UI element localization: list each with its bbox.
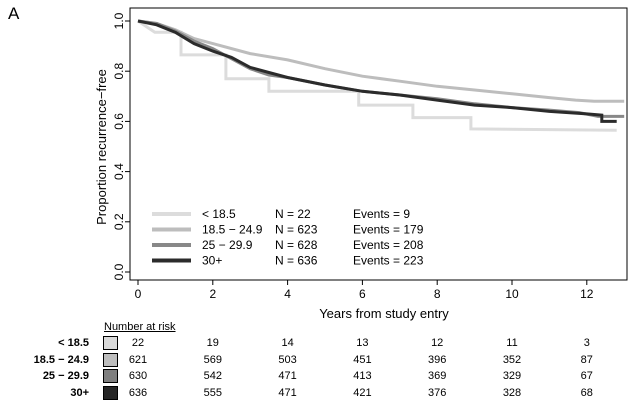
y-axis-label: Proportion recurrence−free <box>94 69 109 225</box>
curve-2 <box>137 19 625 103</box>
risk-cell: 376 <box>428 386 447 399</box>
legend-text: N = 22 <box>275 207 311 221</box>
risk-cell: 329 <box>502 370 522 382</box>
risk-row: 30+ 636 555 471 421 376 328 68 <box>0 385 631 402</box>
risk-cell: 569 <box>203 353 222 366</box>
x-tick-label: 2 <box>209 287 216 301</box>
risk-cell: 555 <box>203 386 222 399</box>
risk-cell: 19 <box>206 337 219 349</box>
curve-3 <box>137 19 625 118</box>
panel-label: A <box>8 4 20 23</box>
x-tick-label: 0 <box>135 287 142 301</box>
risk-cell: 630 <box>128 370 148 382</box>
risk-row-label: < 18.5 <box>58 337 89 349</box>
legend-text: Events = 9 <box>353 207 410 221</box>
legend-text: Events = 179 <box>353 223 424 237</box>
y-tick-label: 0.8 <box>112 63 126 80</box>
curve-1 <box>137 19 617 132</box>
y-tick-label: 0.4 <box>112 163 126 180</box>
legend-text: N = 636 <box>275 254 318 268</box>
x-tick-label: 10 <box>505 287 519 301</box>
x-axis: 0 2 4 6 8 10 12 <box>135 280 594 301</box>
risk-cell: 11 <box>506 337 518 349</box>
risk-cell: 451 <box>353 353 372 366</box>
risk-cell: 13 <box>356 337 369 349</box>
risk-cell: 621 <box>128 353 148 366</box>
risk-row-swatch <box>103 369 118 383</box>
y-tick-label: 0.0 <box>112 263 126 280</box>
x-tick-label: 12 <box>580 287 594 301</box>
risk-cell: 421 <box>353 386 372 399</box>
risk-cell: 67 <box>580 370 593 382</box>
risk-row: 18.5 − 24.9 621 569 503 451 396 352 87 <box>0 352 631 369</box>
risk-row-swatch <box>103 385 118 400</box>
plot-frame <box>129 7 628 281</box>
x-tick-label: 8 <box>434 287 441 301</box>
legend-text: Events = 223 <box>353 254 424 268</box>
legend-text: < 18.5 <box>202 207 236 221</box>
km-chart: 0 2 4 6 8 10 12 0.0 0.2 0.4 0.6 0.8 1.0 Years from … <box>94 7 628 321</box>
legend-text: N = 623 <box>275 223 318 237</box>
y-tick-label: 0.6 <box>112 113 126 130</box>
risk-cell: 413 <box>353 370 372 382</box>
x-tick-label: 6 <box>359 287 366 301</box>
x-axis-label: Years from study entry <box>319 306 449 321</box>
y-tick-label: 0.2 <box>112 213 126 230</box>
risk-cell: 12 <box>431 337 444 349</box>
legend-text: 30+ <box>202 254 222 268</box>
risk-cell: 396 <box>428 353 447 366</box>
risk-cell: 369 <box>428 370 447 382</box>
legend-text: N = 628 <box>275 238 318 252</box>
y-axis: 0.0 0.2 0.4 0.6 0.8 1.0 <box>112 12 130 280</box>
legend-text: Events = 208 <box>353 238 424 252</box>
risk-cell: 3 <box>583 337 590 349</box>
y-tick-label: 1.0 <box>112 12 126 29</box>
risk-cell: 352 <box>502 353 522 366</box>
risk-cell: 636 <box>128 386 148 399</box>
legend-text: 18.5 − 24.9 <box>202 223 263 237</box>
curve-4 <box>137 19 617 123</box>
survival-curves <box>137 19 625 132</box>
legend-text: 25 − 29.9 <box>202 238 253 252</box>
risk-table-title: Number at risk <box>104 321 176 333</box>
risk-row-swatch <box>103 336 118 350</box>
risk-cell: 68 <box>580 386 593 399</box>
risk-cell: 503 <box>278 353 297 366</box>
risk-row-label: 30+ <box>70 386 89 399</box>
risk-cell: 542 <box>203 370 222 382</box>
risk-cell: 471 <box>278 386 297 399</box>
risk-cell: 471 <box>278 370 297 382</box>
risk-cell: 22 <box>131 337 145 349</box>
risk-row: < 18.5 22 19 14 13 12 11 3 <box>0 336 631 352</box>
risk-row: 25 − 29.9 630 542 471 413 369 329 67 <box>0 369 631 385</box>
x-tick-label: 4 <box>284 287 291 301</box>
risk-cell: 87 <box>580 353 593 366</box>
risk-cell: 14 <box>281 337 294 349</box>
legend: < 18.5 N = 22 Events = 9 18.5 − 24.9 N = 623… <box>152 207 424 268</box>
risk-cell: 328 <box>502 386 522 399</box>
risk-row-swatch <box>103 352 118 367</box>
risk-row-label: 25 − 29.9 <box>42 370 89 382</box>
risk-row-label: 18.5 − 24.9 <box>33 353 89 366</box>
